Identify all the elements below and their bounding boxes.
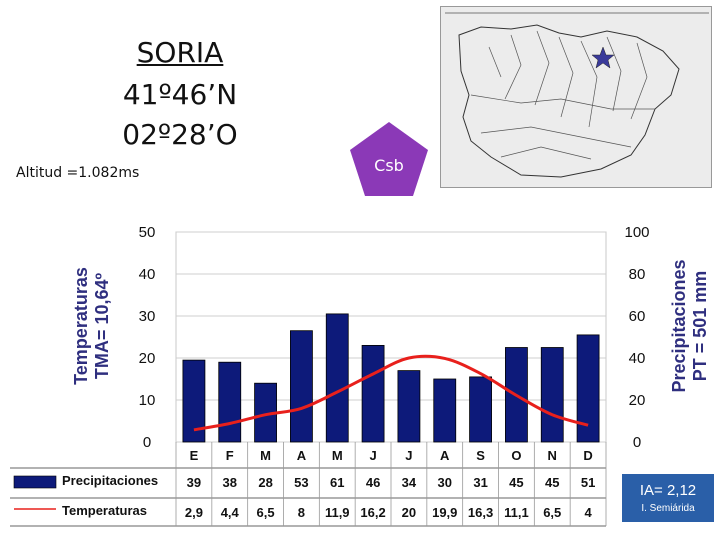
month-label: J xyxy=(369,448,376,463)
latitude-label: 41º46’N xyxy=(122,78,238,111)
precip-bar xyxy=(218,361,242,443)
y-right-tick: 80 xyxy=(629,266,646,283)
precip-cell: 31 xyxy=(473,475,487,490)
altitude-label: Altitud =1.082ms xyxy=(16,165,140,181)
y-left-tick: 0 xyxy=(143,434,151,451)
precip-bar xyxy=(469,376,492,443)
y-left-tick: 20 xyxy=(139,350,156,367)
month-label: N xyxy=(548,448,557,463)
y-left-tick: 50 xyxy=(139,224,156,241)
month-label: J xyxy=(405,448,412,463)
ia-class: I. Semiárida xyxy=(641,503,695,514)
location-map xyxy=(440,6,712,188)
temp-cell: 4,4 xyxy=(221,505,240,520)
temp-cell: 8 xyxy=(298,505,305,520)
month-label: A xyxy=(297,448,307,463)
y-left-tick: 30 xyxy=(139,308,156,325)
temp-cell: 6,5 xyxy=(543,505,561,520)
precip-cell: 30 xyxy=(438,475,452,490)
precip-cell: 39 xyxy=(187,475,201,490)
y-right-tick: 100 xyxy=(624,224,649,241)
precip-bar xyxy=(361,344,385,443)
climate-pentagon xyxy=(350,122,428,196)
precip-bar xyxy=(182,359,206,443)
legend-temp-label: Temperaturas xyxy=(62,503,147,518)
y-left-tick: 10 xyxy=(139,392,156,409)
y-right-tick: 60 xyxy=(629,308,646,325)
month-label: E xyxy=(190,448,199,463)
line-layer xyxy=(193,354,589,432)
climate-code: Csb xyxy=(374,156,404,175)
legend-precip-swatch xyxy=(13,475,57,489)
tick-layer: 0 10 20 30 40 50 0 20 40 60 80 100 E F M A M J J A S O N D xyxy=(139,224,650,463)
ia-value: IA= 2,12 xyxy=(639,482,697,499)
temp-cell: 19,9 xyxy=(432,505,457,520)
longitude-label: 02º28’O xyxy=(122,118,238,151)
precip-cell: 38 xyxy=(223,475,237,490)
temp-cell: 16,2 xyxy=(360,505,385,520)
precip-cell: 45 xyxy=(509,475,523,490)
bar-layer xyxy=(182,313,600,443)
precip-bar xyxy=(433,378,457,443)
y-right-tick: 40 xyxy=(629,350,646,367)
precip-bar xyxy=(325,313,349,443)
temp-cell: 6,5 xyxy=(257,505,275,520)
precip-cell: 61 xyxy=(330,475,344,490)
month-label: F xyxy=(226,448,234,463)
map-outline xyxy=(445,12,709,178)
station-title: SORIA xyxy=(136,36,224,69)
legend-precip-label: Precipitaciones xyxy=(62,473,158,488)
y-right-tick: 0 xyxy=(633,434,641,451)
temp-cell: 4 xyxy=(584,505,592,520)
precip-cell: 46 xyxy=(366,475,380,490)
month-label: M xyxy=(260,448,271,463)
precip-bar xyxy=(540,347,564,443)
temp-cell: 20 xyxy=(402,505,416,520)
data-table: Precipitaciones 39 38 28 53 61 46 34 30 31 45 45 51 T… xyxy=(10,442,607,527)
month-label: D xyxy=(583,448,592,463)
temp-cell: 11,9 xyxy=(325,505,350,520)
precip-cell: 53 xyxy=(294,475,308,490)
precip-cell: 28 xyxy=(258,475,272,490)
location-star-icon xyxy=(591,46,615,69)
month-label: A xyxy=(440,448,450,463)
precip-bar xyxy=(397,370,421,443)
month-label: M xyxy=(332,448,343,463)
temp-cell: 11,1 xyxy=(504,505,529,520)
index-box: IA= 2,12 I. Semiárida xyxy=(622,474,714,522)
month-label: S xyxy=(476,448,485,463)
y-right-tick: 20 xyxy=(629,392,646,409)
month-label: O xyxy=(511,448,521,463)
precip-bar xyxy=(290,330,313,443)
temperature-line xyxy=(193,354,589,432)
precip-bar xyxy=(576,334,600,443)
temp-cell: 16,3 xyxy=(468,505,493,520)
precip-cell: 34 xyxy=(402,475,417,490)
precip-cell: 51 xyxy=(581,475,595,490)
y-left-tick: 40 xyxy=(139,266,156,283)
precip-cell: 45 xyxy=(545,475,559,490)
temp-cell: 2,9 xyxy=(185,505,203,520)
